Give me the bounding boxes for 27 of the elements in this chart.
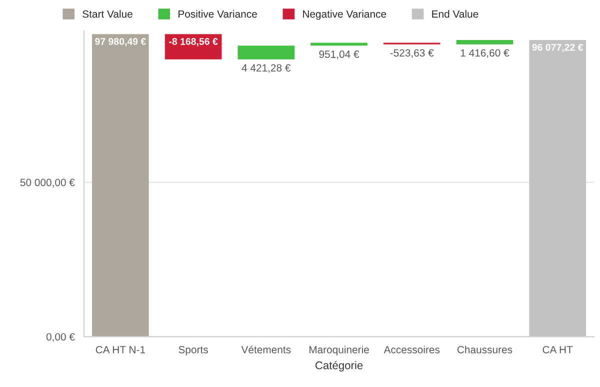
legend-label: Positive Variance xyxy=(178,10,257,18)
x-tick-label: Vétements xyxy=(241,346,291,354)
data-label: 1 416,60 € xyxy=(460,49,510,58)
data-label: 4 421,28 € xyxy=(242,64,291,73)
x-axis-title: Catégorie xyxy=(315,360,363,372)
legend-label: Start Value xyxy=(82,10,132,18)
x-tick-label: Chaussures xyxy=(457,346,512,354)
bar xyxy=(529,40,586,337)
bar xyxy=(310,42,368,46)
bar xyxy=(164,34,222,60)
bar xyxy=(92,34,149,337)
data-label: 97 980,49 € xyxy=(95,38,146,46)
x-tick-label: Accessoires xyxy=(384,346,440,354)
x-tick-label: CA HT xyxy=(542,346,573,354)
bar xyxy=(456,40,514,44)
y-tick-label: 0,00 € xyxy=(46,333,75,342)
legend-label: End Value xyxy=(432,10,478,18)
data-label: 96 077,22 € xyxy=(532,44,584,52)
x-tick-label: Sports xyxy=(178,346,208,356)
x-tick-label: CA HT N-1 xyxy=(96,346,146,354)
data-label: 951,04 € xyxy=(319,50,360,60)
bar xyxy=(238,46,295,60)
data-label: -8 168,56 € xyxy=(169,38,218,46)
y-tick-label: 50 000,00 € xyxy=(20,178,75,188)
legend-label: Negative Variance xyxy=(303,10,386,20)
x-tick-label: Maroquinerie xyxy=(309,346,369,356)
data-label: -523,63 € xyxy=(390,49,434,58)
